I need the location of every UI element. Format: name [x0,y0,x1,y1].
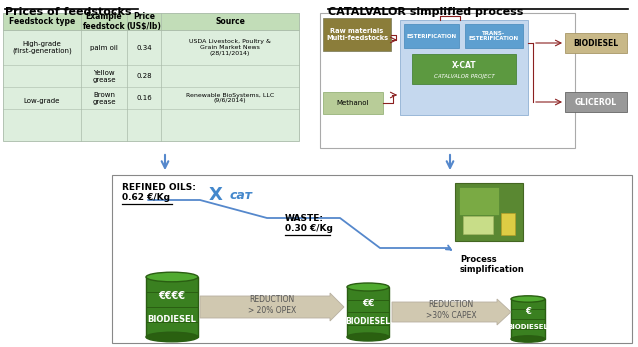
Bar [400,20,528,115]
Text: BIODIESEL: BIODIESEL [574,39,619,48]
Text: palm oil: palm oil [90,44,118,51]
Text: CATALVALOR PROJECT: CATALVALOR PROJECT [434,74,494,78]
Text: Low-grade: Low-grade [24,98,60,104]
Text: 0.30 €/Kg: 0.30 €/Kg [285,224,333,233]
Text: TRANS-
ESTERIFICATION: TRANS- ESTERIFICATION [469,31,519,41]
Text: Feedstock type: Feedstock type [9,17,75,26]
Text: caт: caт [230,188,253,202]
Text: BIODIESEL: BIODIESEL [508,324,549,330]
Text: ESTERIFICATION: ESTERIFICATION [406,34,457,39]
Bar [320,13,575,148]
Text: BIODIESEL: BIODIESEL [147,314,197,323]
Ellipse shape [347,333,389,341]
Bar [565,33,627,53]
Text: 0.62 €/Kg: 0.62 €/Kg [122,193,170,202]
Bar [501,213,515,235]
Ellipse shape [146,332,198,342]
Bar [459,187,499,215]
Text: Source: Source [215,17,245,26]
Text: REDUCTION
> 20% OPEX: REDUCTION > 20% OPEX [248,295,296,315]
Text: BIODIESEL: BIODIESEL [345,318,390,327]
Ellipse shape [511,336,545,342]
Bar [3,13,299,141]
Text: Yellow
grease: Yellow grease [93,69,115,83]
Text: Methanol: Methanol [337,100,369,106]
Text: Example
feedstock: Example feedstock [83,12,125,31]
Text: CATALVALOR simplified process: CATALVALOR simplified process [328,7,523,17]
FancyArrow shape [200,293,344,321]
Bar [465,24,523,48]
Text: GLICEROL: GLICEROL [575,98,617,107]
Text: €€€€: €€€€ [158,291,186,301]
Ellipse shape [146,272,198,282]
Text: Raw materials
Multi-feedstocks: Raw materials Multi-feedstocks [326,28,388,41]
Text: WASTE:: WASTE: [285,214,324,223]
Text: 0.34: 0.34 [136,44,152,51]
FancyArrow shape [392,299,511,325]
Bar [112,175,632,343]
Text: €: € [525,307,531,316]
Ellipse shape [511,296,545,302]
Text: USDA Livestock, Poultry &
Grain Market News
(28/11/2014): USDA Livestock, Poultry & Grain Market N… [189,39,271,56]
Bar [463,216,493,234]
Text: REDUCTION
>30% CAPEX: REDUCTION >30% CAPEX [426,300,477,320]
Text: X: X [209,186,223,204]
Text: 0.16: 0.16 [136,95,152,101]
Text: X-CAT: X-CAT [452,60,477,69]
Text: Brown
grease: Brown grease [93,92,115,104]
Text: €€: €€ [362,298,375,307]
Bar [404,24,459,48]
Bar [455,183,523,241]
Bar [323,18,391,51]
Bar [3,13,299,30]
Bar [511,299,545,339]
Text: REFINED OILS:: REFINED OILS: [122,183,196,192]
Text: 0.28: 0.28 [136,73,152,79]
Text: Prices of feedstocks: Prices of feedstocks [5,7,131,17]
Bar [323,92,383,114]
Bar [565,92,627,112]
Ellipse shape [347,283,389,291]
Text: Price
(US$/lb): Price (US$/lb) [126,12,161,31]
Text: High-grade
(first-generation): High-grade (first-generation) [12,41,72,54]
Bar [412,54,516,84]
Text: Renewable BioSystems, LLC
(9/6/2014): Renewable BioSystems, LLC (9/6/2014) [186,93,274,103]
Bar [347,287,389,337]
Text: Process
simplification: Process simplification [460,255,524,274]
Bar [146,277,198,337]
